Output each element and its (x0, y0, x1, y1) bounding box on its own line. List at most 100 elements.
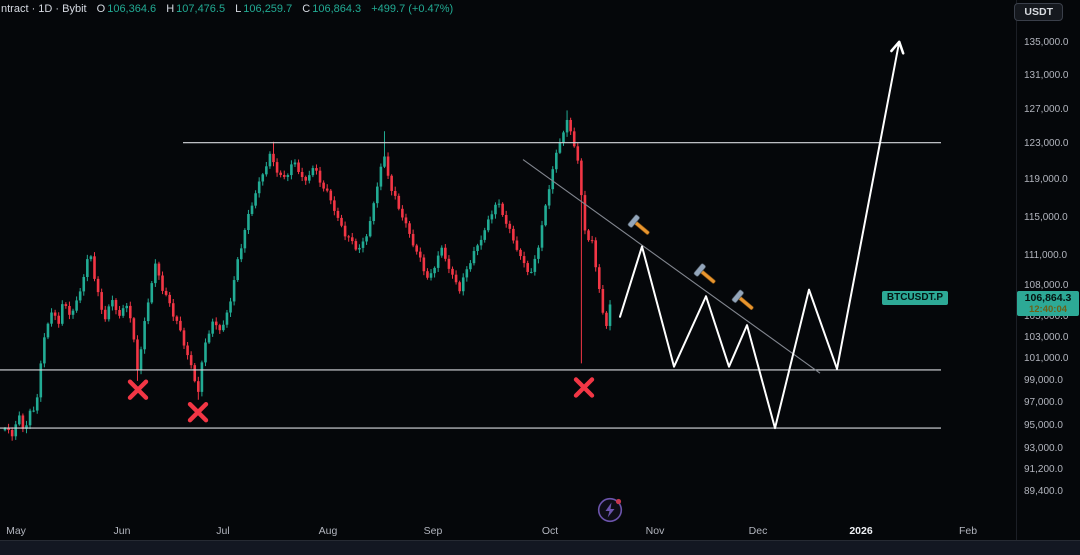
candle-body (161, 275, 164, 291)
candle-body (433, 267, 436, 274)
candle-body (461, 277, 465, 292)
candle-body (189, 355, 193, 366)
projection-arrow[interactable] (836, 40, 905, 370)
x-mark-icon[interactable] (573, 377, 595, 398)
candle-body (71, 310, 75, 315)
candle-body (3, 428, 7, 431)
candle-body (265, 166, 268, 175)
hammer-icon[interactable] (627, 214, 653, 239)
projection-zigzag[interactable] (619, 245, 838, 430)
candle-body (512, 228, 515, 241)
time-axis-separator (0, 540, 1080, 541)
candle-body (96, 278, 100, 293)
candle-body (168, 294, 171, 304)
candle-body (322, 182, 325, 189)
candle-body (139, 349, 143, 371)
candle-body (171, 303, 175, 317)
chart-canvas[interactable] (0, 0, 1016, 540)
candle-body (404, 217, 408, 224)
candle-body (562, 132, 565, 143)
candle-body (429, 273, 433, 278)
candle-body (32, 410, 35, 412)
low-label: L (235, 3, 242, 15)
time-axis[interactable]: May Jun Jul Aug Sep Oct Nov Dec 2026 Feb (0, 521, 1016, 540)
candle-body (261, 174, 265, 182)
ohlc-legend[interactable]: ntract · 1D · Bybit O 106,364.6 H 107,476.… (1, 2, 453, 16)
flash-icon[interactable] (597, 497, 623, 523)
candle-body (21, 415, 25, 429)
candle-body (286, 175, 290, 177)
candle-body (300, 171, 304, 178)
candle-body (232, 280, 236, 302)
candle-body (519, 249, 522, 257)
time-tick: Oct (541, 525, 559, 537)
hammer-icon[interactable] (731, 289, 757, 314)
candle-body (608, 304, 612, 326)
candle-body (214, 321, 218, 326)
x-mark-icon[interactable] (127, 379, 149, 400)
candle-body (401, 208, 404, 218)
candle-body (426, 271, 429, 278)
candle-body (89, 256, 93, 260)
price-tick: 89,400.0 (1024, 486, 1063, 497)
candle-body (411, 233, 415, 246)
candle-body (164, 290, 168, 295)
candle-body (179, 320, 182, 331)
candle-body (551, 169, 555, 190)
candle-body (515, 240, 519, 250)
candle-body (250, 205, 254, 214)
hammer-icon[interactable] (693, 263, 719, 288)
time-tick: Jun (113, 525, 131, 537)
candle-body (197, 381, 200, 392)
price-tick: 95,000.0 (1024, 419, 1063, 431)
price-tick: 135,000.0 (1024, 37, 1069, 48)
candle-body (78, 291, 82, 301)
candle-body (544, 205, 547, 226)
candle-body (447, 258, 451, 269)
candle-body (379, 166, 383, 187)
time-tick: Aug (318, 525, 338, 537)
price-tick: 111,000.0 (1024, 250, 1068, 262)
currency-button[interactable]: USDT (1014, 3, 1063, 21)
candle-body (68, 305, 71, 315)
open-value: 106,364.6 (107, 3, 157, 15)
candle-body (146, 302, 150, 322)
candle-body (354, 241, 358, 250)
candle-body (25, 425, 28, 429)
price-tick: 131,000.0 (1024, 69, 1069, 81)
candle-body (175, 316, 179, 321)
high-value: 107,476.5 (176, 3, 226, 15)
candle-body (211, 321, 214, 334)
price-tick: 103,000.0 (1024, 331, 1069, 343)
candle-body (565, 119, 569, 133)
candle-body (103, 309, 107, 320)
candle-body (282, 174, 286, 177)
candle-body (476, 245, 479, 252)
candle-body (18, 415, 21, 425)
price-axis[interactable]: 135,000.0 131,000.0 127,000.0 123,000.0 119,… (1016, 0, 1080, 540)
candle-body (193, 365, 197, 382)
candle-body (186, 345, 189, 356)
candle-body (508, 223, 512, 229)
candle-body (580, 160, 583, 196)
price-tick: 93,000.0 (1024, 442, 1063, 454)
price-tick: 101,000.0 (1024, 353, 1069, 365)
candle-body (239, 248, 243, 260)
candle-body (436, 255, 440, 268)
last-price-value: 106,864.3 (1024, 291, 1072, 304)
bottom-strip (0, 541, 1080, 555)
bar-countdown: 12:40:04 (1028, 303, 1068, 315)
descending-trendline[interactable] (522, 159, 821, 374)
candle-body (422, 257, 426, 272)
x-mark-icon[interactable] (187, 401, 209, 423)
candle-body (50, 312, 53, 324)
candle-body (86, 259, 89, 277)
chart-plot-area[interactable]: BTCUSDT.P (0, 0, 1016, 540)
price-tick: 115,000.0 (1024, 211, 1068, 223)
candle-body (597, 267, 601, 289)
candle-body (397, 195, 401, 209)
candle-body (587, 230, 590, 241)
candle-body (569, 119, 572, 132)
low-value: 106,259.7 (243, 3, 293, 15)
candle-body (547, 189, 551, 206)
